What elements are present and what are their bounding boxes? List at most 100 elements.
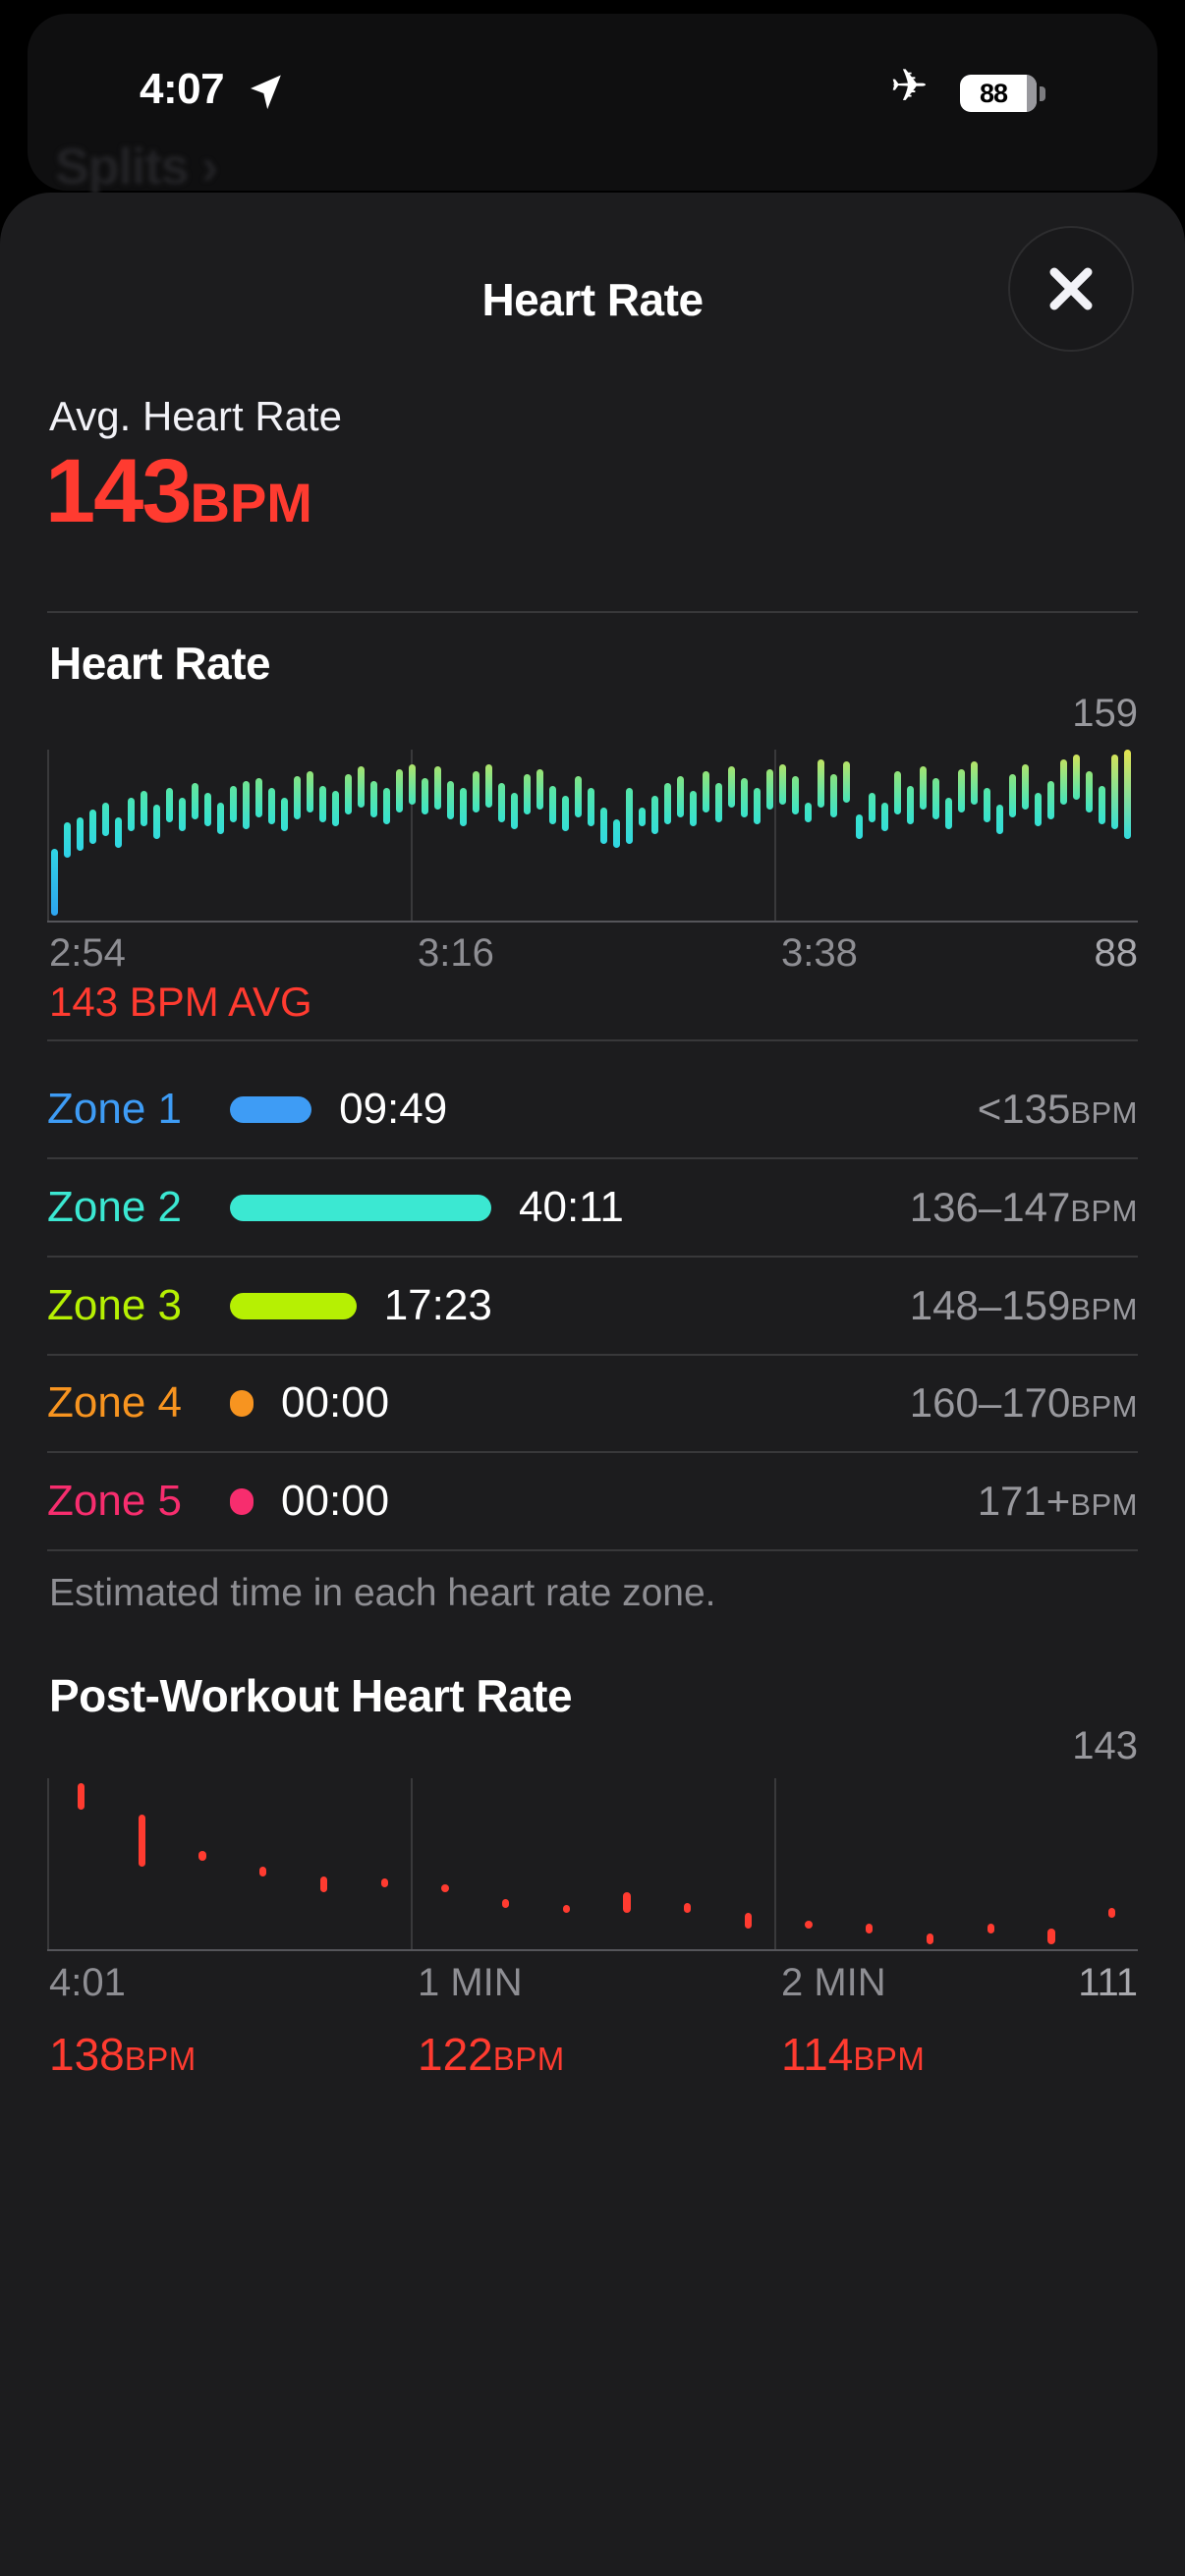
chart-bar	[677, 775, 685, 817]
chart-bar	[370, 780, 378, 817]
chart-bar	[128, 798, 136, 832]
chart-bar	[501, 1899, 510, 1908]
chart-bar	[485, 763, 493, 808]
chart-bar	[447, 780, 455, 820]
chart-bar	[409, 763, 417, 806]
chart-bar	[51, 848, 59, 917]
chart-bar	[690, 790, 698, 827]
chart-bar	[511, 793, 519, 829]
chart-bar	[866, 1923, 874, 1934]
divider	[47, 1039, 1138, 1041]
chart-bar	[766, 768, 774, 811]
chart-bar	[102, 802, 110, 837]
hr-avg-annotation: 143 BPM AVG	[49, 979, 312, 1025]
zone-duration: 17:23	[383, 1281, 492, 1329]
chart-bar	[613, 819, 621, 849]
chart-bar	[881, 802, 889, 832]
gridline	[47, 1778, 49, 1949]
chart-bar	[319, 1876, 328, 1892]
location-arrow-icon	[251, 75, 281, 110]
chart-bar	[623, 1892, 631, 1914]
chart-bar	[1035, 793, 1043, 827]
chart-bar	[971, 761, 979, 806]
chart-bar	[166, 788, 174, 822]
avg-heart-rate-label: Avg. Heart Rate	[49, 393, 343, 439]
chart-bar	[78, 1783, 85, 1810]
chart-bar	[1060, 758, 1068, 806]
x-tick: 3:16	[418, 931, 494, 975]
chart-bar	[243, 780, 251, 829]
zone-duration-bar	[230, 1292, 357, 1319]
chart-bar	[1047, 780, 1055, 820]
avg-bpm-number: 143	[45, 441, 192, 541]
chart-bar	[741, 778, 749, 817]
chart-bar	[779, 763, 787, 806]
bpm-annotation: 114 BPM	[781, 2029, 926, 2080]
chart-bar	[805, 1920, 813, 1929]
zone-row-2: Zone 2 40:11 136–147 BPM	[47, 1159, 1138, 1258]
heart-rate-sheet: Heart Rate Avg. Heart Rate 143 BPM Heart…	[0, 193, 1185, 2576]
chart-bar	[153, 805, 161, 839]
chart-bar	[345, 773, 353, 815]
chart-bar	[77, 816, 85, 851]
chart-bar	[358, 766, 366, 808]
chart-bar	[179, 798, 187, 832]
chart-bar	[996, 805, 1004, 834]
chart-bar	[907, 785, 915, 824]
status-time: 4:07	[140, 65, 225, 113]
zone-label: Zone 5	[47, 1477, 182, 1525]
chart-bar	[115, 816, 123, 849]
x-tick: 3:38	[781, 931, 858, 975]
chart-bar	[945, 798, 953, 829]
chart-bar	[332, 790, 340, 827]
close-button[interactable]	[1008, 226, 1134, 352]
gridline	[47, 750, 49, 921]
chart-bar	[319, 785, 327, 822]
chart-bar	[498, 783, 506, 822]
sheet-title: Heart Rate	[481, 274, 704, 325]
chart-bar	[434, 766, 442, 811]
heart-rate-chart	[47, 750, 1138, 923]
chart-bar	[217, 802, 225, 834]
chart-bar	[843, 761, 851, 803]
chart-bar	[307, 771, 314, 812]
post-workout-section-title: Post-Workout Heart Rate	[49, 1670, 573, 1721]
chart-bar	[869, 793, 876, 822]
chart-bar	[259, 1866, 267, 1877]
zone-duration-bar	[230, 1194, 491, 1221]
chart-bar	[958, 768, 966, 812]
chart-bar	[192, 783, 199, 820]
chart-bar	[89, 810, 97, 844]
bpm-annotation: 138 BPM	[49, 2029, 197, 2080]
zone-row-3: Zone 3 17:23 148–159 BPM	[47, 1258, 1138, 1356]
zone-label: Zone 1	[47, 1085, 182, 1133]
chart-bar	[204, 793, 212, 827]
chart-bar	[294, 775, 302, 820]
chart-bar	[728, 766, 736, 808]
chart-bar	[281, 798, 289, 832]
chart-bar	[920, 766, 928, 811]
zone-row-5: Zone 5 00:00 171+ BPM	[47, 1453, 1138, 1551]
gridline	[411, 1778, 413, 1949]
chart-bar	[230, 785, 238, 822]
chart-bar	[856, 814, 864, 839]
chart-bar	[588, 788, 595, 827]
zones-caption: Estimated time in each heart rate zone.	[49, 1572, 716, 1614]
zone-range: 160–170 BPM	[909, 1379, 1138, 1426]
hr-chart-min-label: 88	[1094, 931, 1139, 975]
zone-duration: 00:00	[281, 1378, 390, 1427]
zone-row-1: Zone 1 09:49 <135 BPM	[47, 1061, 1138, 1159]
gridline	[774, 1778, 776, 1949]
chart-bar	[473, 771, 480, 812]
chart-bar	[138, 1814, 146, 1867]
chart-bar	[651, 795, 659, 834]
chart-bar	[932, 778, 940, 820]
chart-bar	[684, 1902, 692, 1914]
zone-row-4: Zone 4 00:00 160–170 BPM	[47, 1355, 1138, 1453]
zone-duration-bar	[230, 1389, 254, 1417]
zone-duration: 09:49	[339, 1085, 448, 1133]
chart-bar	[984, 788, 991, 822]
chart-bar	[792, 775, 800, 815]
chart-bar	[536, 768, 544, 811]
chart-bar	[1107, 1907, 1116, 1919]
